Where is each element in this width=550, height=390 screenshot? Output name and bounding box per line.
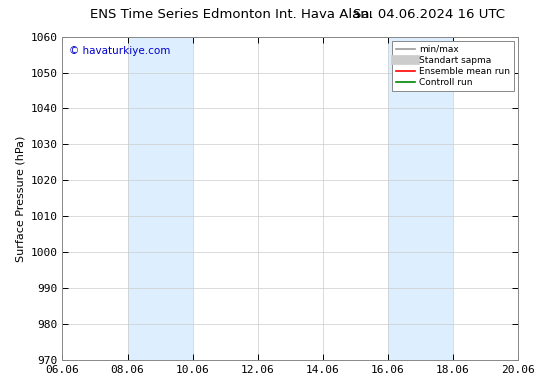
Legend: min/max, Standart sapma, Ensemble mean run, Controll run: min/max, Standart sapma, Ensemble mean r… bbox=[392, 41, 514, 91]
Text: © havaturkiye.com: © havaturkiye.com bbox=[69, 46, 170, 56]
Text: ENS Time Series Edmonton Int. Hava Alanı: ENS Time Series Edmonton Int. Hava Alanı bbox=[90, 8, 372, 21]
Bar bbox=[128, 37, 192, 360]
Text: Sa. 04.06.2024 16 UTC: Sa. 04.06.2024 16 UTC bbox=[353, 8, 505, 21]
Y-axis label: Surface Pressure (hPa): Surface Pressure (hPa) bbox=[15, 135, 25, 262]
Bar bbox=[388, 37, 420, 360]
Bar bbox=[420, 37, 453, 360]
